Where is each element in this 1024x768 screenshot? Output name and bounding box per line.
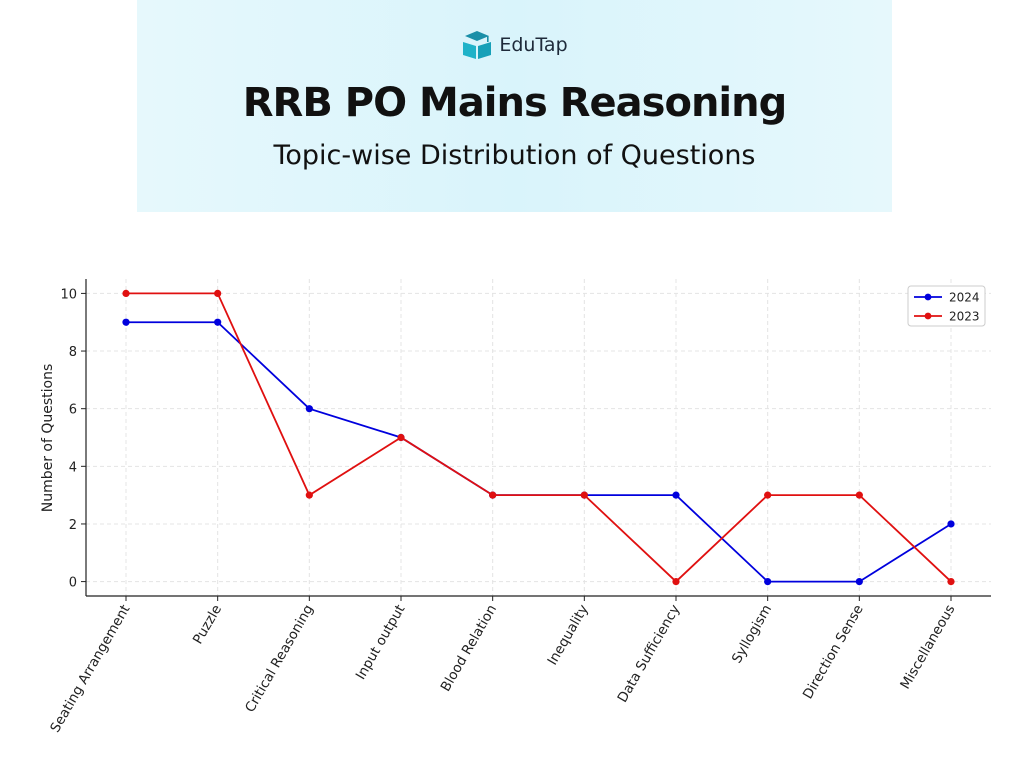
data-point: [764, 577, 772, 586]
chart-legend: 2024 2023: [907, 285, 986, 327]
legend-marker: [924, 293, 932, 301]
data-point: [214, 318, 222, 326]
data-point: [947, 577, 955, 586]
y-axis-label: Number of Questions: [40, 364, 56, 513]
series-2023: [122, 289, 955, 586]
data-point: [764, 491, 772, 499]
legend-label: 2023: [949, 310, 980, 324]
data-point: [305, 491, 313, 499]
legend-label: 2024: [949, 291, 980, 305]
data-point: [489, 491, 497, 499]
graduation-book-icon: [463, 31, 492, 59]
data-point: [305, 405, 313, 413]
x-tick-label: Inequality: [544, 602, 591, 668]
data-point: [855, 491, 863, 499]
data-point: [672, 577, 680, 586]
page-subtitle: Topic-wise Distribution of Questions: [273, 140, 756, 171]
series-line-2023: [126, 292, 952, 583]
x-tick-label: Puzzle: [190, 602, 225, 647]
series-line-2024: [126, 321, 952, 583]
data-point: [122, 289, 130, 298]
y-tick-label: 4: [69, 460, 77, 475]
x-tick-label: Miscellaneous: [897, 602, 958, 692]
chart-axes: [85, 279, 991, 597]
brand-name: EduTap: [499, 34, 568, 56]
y-tick-label: 0: [69, 576, 77, 591]
y-tick-label: 10: [60, 287, 77, 302]
data-point: [397, 433, 405, 442]
x-tick-label: Seating Arrangement: [47, 602, 133, 735]
chart-series: [122, 289, 955, 586]
x-tick-label: Input output: [353, 602, 409, 683]
page-title: RRB PO Mains Reasoning: [242, 80, 788, 126]
x-tick-label: Data Sufficiency: [615, 602, 684, 705]
x-tick-label: Blood Relation: [438, 602, 501, 694]
data-point: [580, 491, 588, 499]
y-tick-label: 2: [69, 518, 77, 533]
y-tick-label: 6: [69, 403, 77, 418]
data-point: [855, 577, 863, 586]
chart-grid: [86, 279, 991, 596]
brand: EduTap: [137, 30, 892, 60]
legend-marker: [924, 312, 932, 320]
data-point: [947, 520, 955, 528]
x-axis-ticks: Seating Arrangement Puzzle Critical Reason…: [47, 596, 958, 735]
header-banner: EduTap RRB PO Mains Reasoning Topic-wise…: [137, 0, 892, 212]
y-axis-ticks: 0 2 4 6 8 10: [60, 287, 86, 591]
x-tick-label: Syllogism: [729, 602, 775, 666]
x-tick-label: Direction Sense: [800, 602, 867, 702]
y-tick-label: 8: [69, 345, 77, 360]
data-point: [214, 289, 222, 298]
x-tick-label: Critical Reasoning: [242, 602, 317, 715]
data-point: [122, 318, 130, 326]
data-point: [672, 491, 680, 499]
